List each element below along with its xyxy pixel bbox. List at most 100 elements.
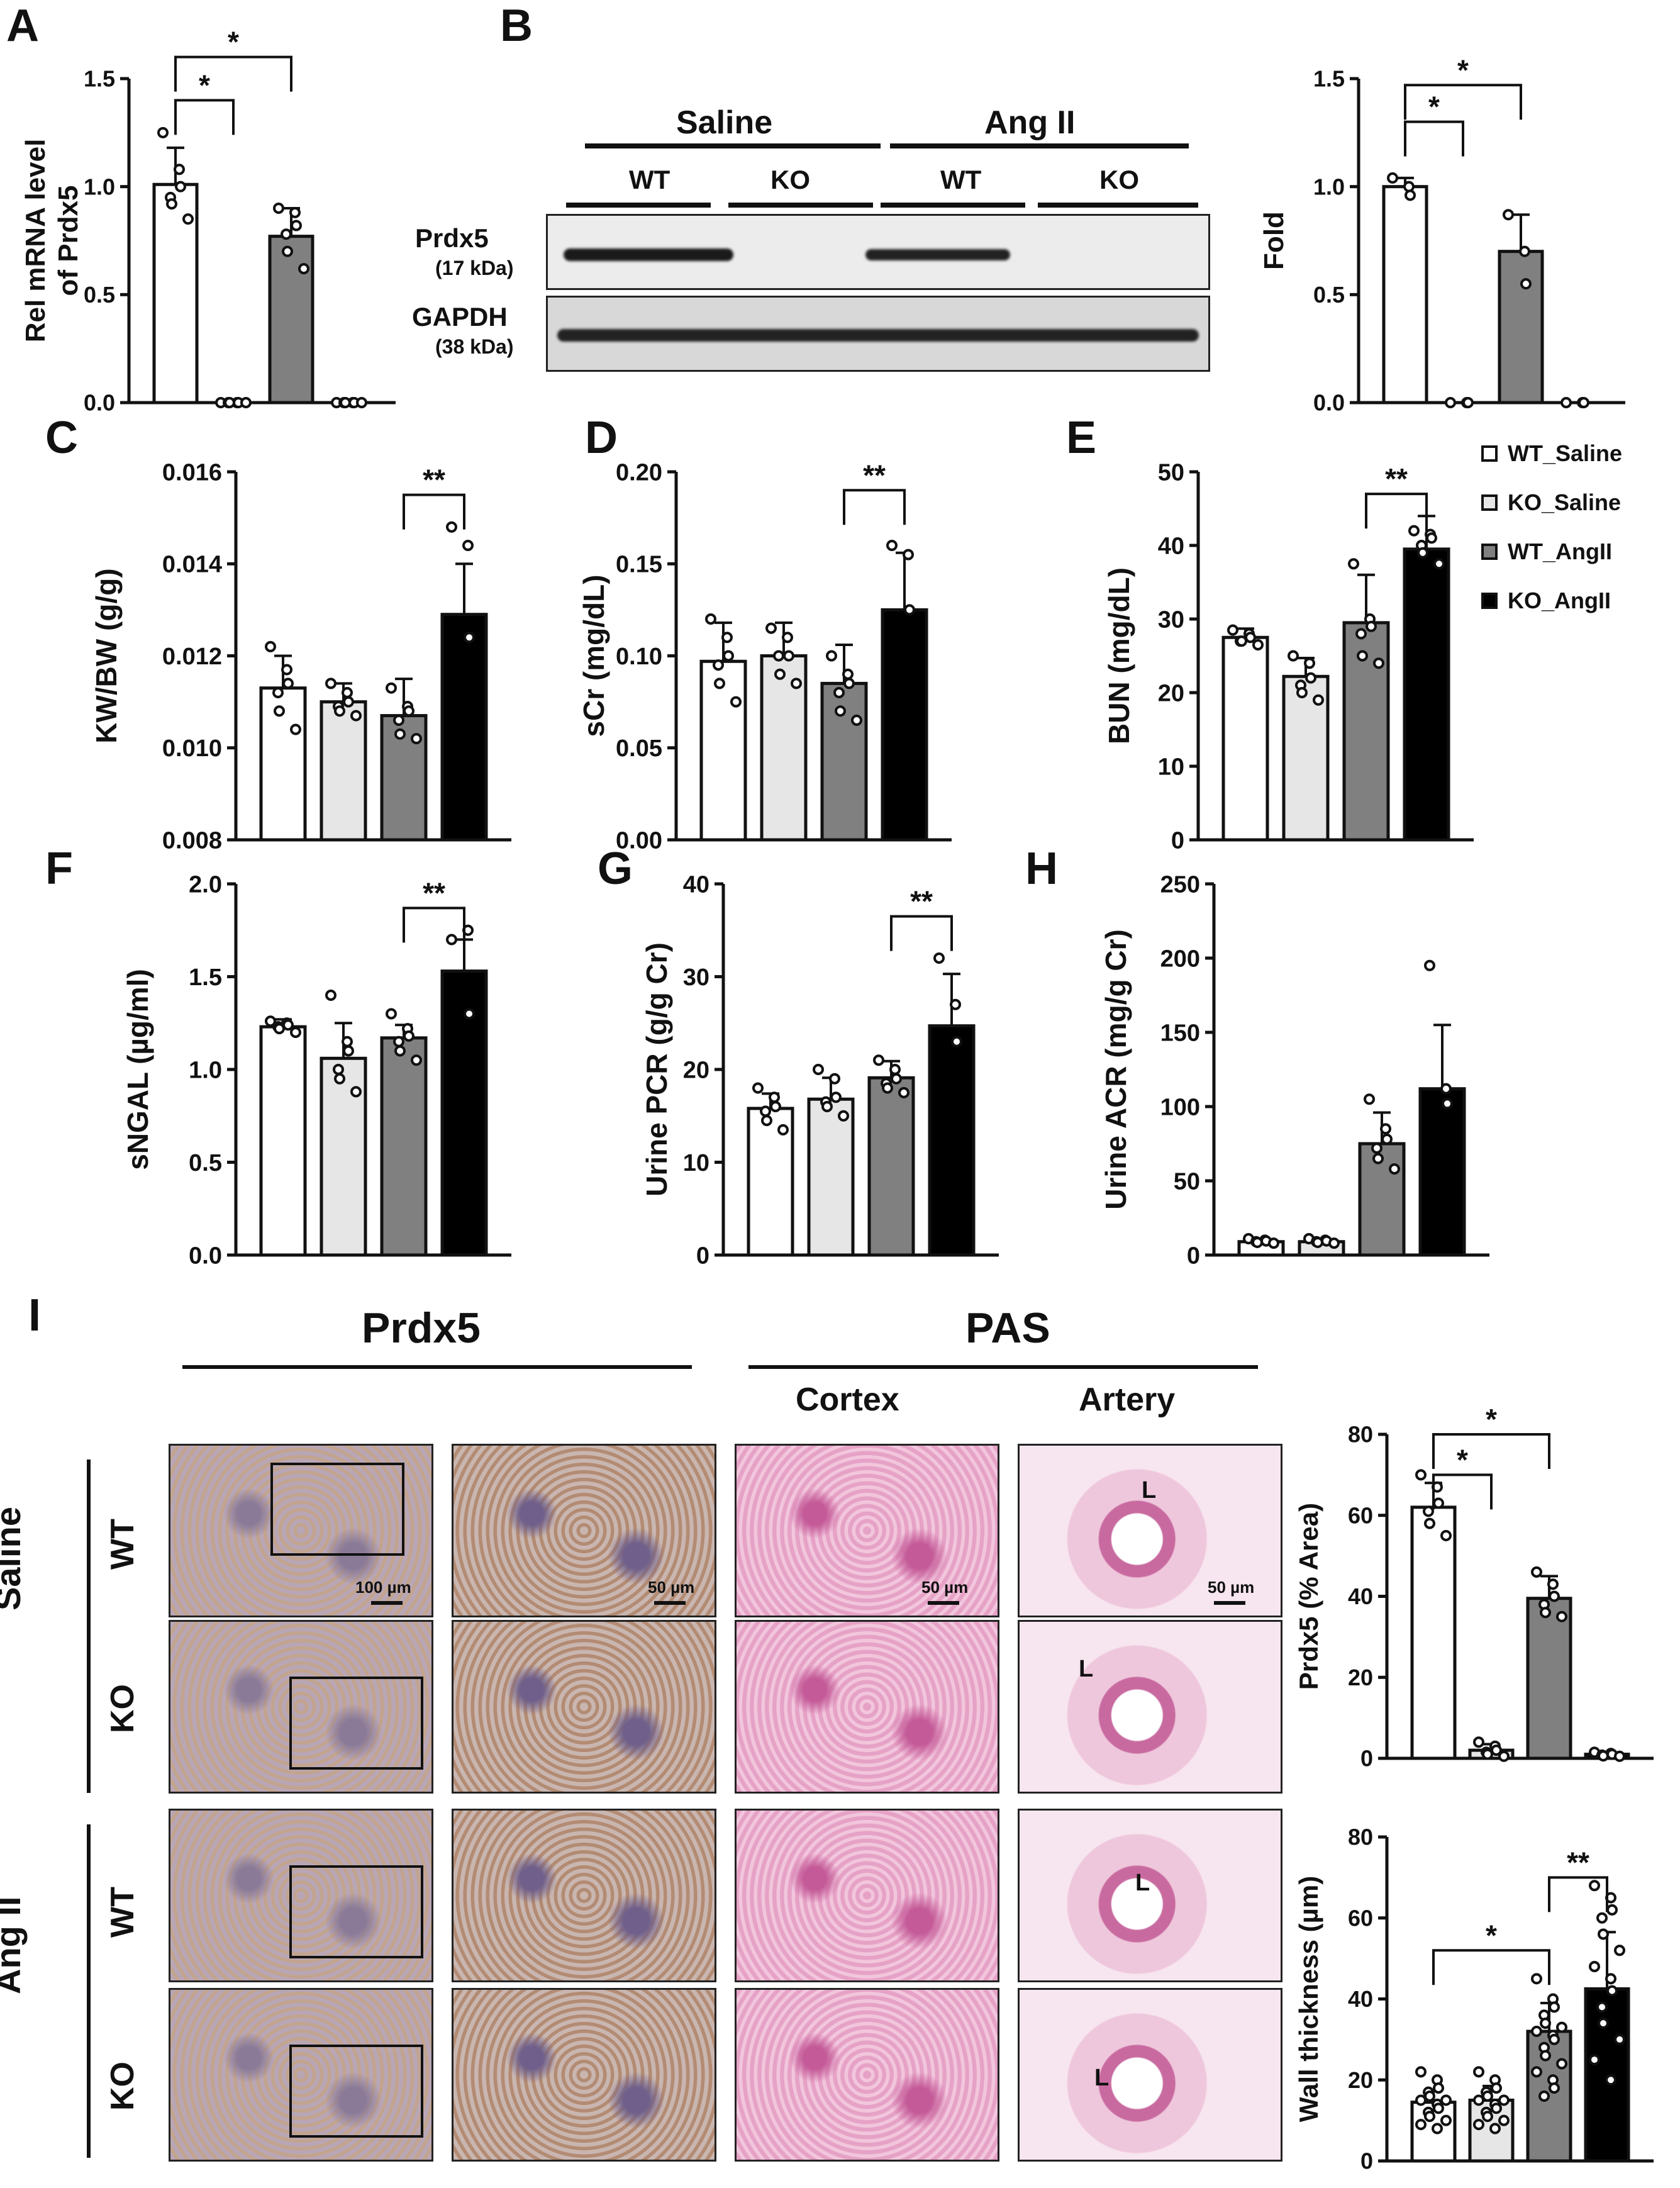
data-point	[1372, 1153, 1384, 1164]
data-point	[1426, 532, 1437, 544]
data-point	[464, 632, 475, 644]
data-point	[1589, 1961, 1600, 1972]
data-point	[350, 1086, 362, 1098]
bar	[807, 1097, 855, 1257]
y-tick-label: 0.05	[616, 735, 662, 762]
data-point	[752, 1082, 764, 1094]
data-point	[1549, 2082, 1560, 2094]
data-point	[403, 705, 414, 717]
data-point	[394, 728, 406, 740]
data-point	[713, 659, 724, 671]
bar	[1526, 1597, 1572, 1760]
significance-label: **	[1567, 1846, 1589, 1878]
significance-label: **	[1385, 462, 1408, 495]
data-point	[1415, 1469, 1427, 1481]
y-tick-label: 0.008	[162, 827, 222, 854]
legend-label: WT_AngII	[1508, 539, 1612, 564]
data-point	[933, 952, 945, 964]
inset-box	[270, 1463, 404, 1556]
data-point	[1424, 2090, 1435, 2102]
data-point	[1482, 1748, 1493, 1760]
chart-b: 0.0 0.5 1.0 1.5 Fold * *	[1259, 53, 1625, 416]
significance-bracket	[403, 907, 465, 943]
bar	[1403, 547, 1450, 842]
chart-e: 0 10 20 30 40 50 BUN (mg/dL) **	[1103, 459, 1474, 854]
y-axis-label: sNGAL (µg/ml)	[121, 969, 154, 1170]
data-point	[1560, 397, 1572, 408]
bar	[1221, 635, 1269, 842]
y-axis-label: Fold	[1259, 211, 1289, 270]
blot-band	[557, 329, 1199, 342]
histology-row-group-saline: Saline	[0, 1507, 28, 1610]
panel-letter-e: E	[1066, 413, 1097, 463]
data-point	[1549, 2001, 1560, 2013]
y-tick-label: 150	[1160, 1020, 1200, 1046]
y-axis-label: Urine ACR (mg/g Cr)	[1099, 929, 1132, 1210]
blot-gapdh-label: GAPDH	[412, 302, 508, 332]
data-point	[1473, 2066, 1484, 2078]
histology-header-prdx5-bar	[182, 1365, 692, 1369]
data-point	[290, 723, 301, 735]
significance-bracket	[174, 55, 292, 92]
data-point	[462, 540, 474, 551]
micrograph	[1018, 1444, 1282, 1617]
data-point	[182, 213, 194, 225]
data-point	[272, 687, 284, 698]
micrograph	[1018, 1988, 1282, 2162]
blot-prdx5-membrane	[546, 214, 1210, 290]
data-point	[1482, 2111, 1493, 2123]
micrograph	[169, 1444, 433, 1617]
data-point	[1313, 694, 1324, 706]
data-point	[273, 203, 284, 214]
data-point	[833, 687, 845, 698]
data-point	[1549, 2033, 1560, 2045]
chart-f: 0.0 0.5 1.0 1.5 2.0 sNGAL (µg/ml) **	[121, 871, 511, 1269]
data-point	[1531, 2066, 1542, 2078]
data-point	[1606, 1985, 1618, 1997]
micrograph	[735, 1620, 999, 1794]
data-point	[891, 1073, 902, 1085]
data-point	[1538, 2090, 1550, 2102]
data-point	[1614, 1750, 1625, 1762]
y-tick-label: 30	[683, 964, 709, 991]
micrograph	[169, 1988, 433, 2162]
data-point	[1268, 1237, 1279, 1249]
y-tick-label: 40	[1348, 1583, 1373, 1609]
significance-label: *	[1486, 1403, 1497, 1436]
blot-prdx5-kda: (17 kDa)	[435, 257, 514, 279]
data-point	[1387, 172, 1398, 184]
y-axis-label: Rel mRNA levelof Prdx5	[20, 139, 84, 343]
y-axis-label: BUN (mg/dL)	[1103, 567, 1135, 744]
y-tick-label: 0.5	[84, 282, 115, 308]
micrograph	[735, 1444, 999, 1617]
y-tick-label: 0	[1360, 2148, 1373, 2174]
data-point	[1415, 2094, 1427, 2106]
data-point	[1304, 657, 1315, 669]
data-point	[1433, 2102, 1444, 2114]
y-tick-label: 250	[1160, 871, 1200, 898]
data-point	[1598, 1750, 1609, 1762]
significance-label: *	[1457, 53, 1469, 86]
bar	[380, 1036, 428, 1257]
y-tick-label: 0	[696, 1242, 709, 1269]
histology-artery-label: Artery	[1079, 1381, 1176, 1418]
y-axis-label-line: of Prdx5	[53, 185, 84, 296]
scale-bar-50	[654, 1601, 686, 1605]
blot-band	[564, 248, 733, 261]
y-axis-label: Wall thickness (µm)	[1294, 1876, 1323, 2122]
data-point	[265, 1015, 276, 1027]
data-point	[175, 181, 186, 193]
panel-letter-d: D	[585, 413, 618, 463]
y-tick-label: 1.5	[189, 964, 222, 991]
legend-label: KO_AngII	[1508, 588, 1611, 613]
inset-box	[289, 1677, 423, 1770]
data-point	[1312, 1236, 1323, 1248]
panel-letter-f: F	[45, 844, 73, 894]
legend-swatch	[1481, 494, 1498, 511]
y-tick-label: 10	[1158, 754, 1184, 780]
panel-letter-c: C	[45, 413, 78, 463]
y-tick-label: 0.012	[162, 644, 222, 670]
legend-label: KO_Saline	[1508, 489, 1622, 515]
data-point	[705, 613, 716, 625]
histology-row-group-angii-bar	[87, 1824, 91, 2158]
